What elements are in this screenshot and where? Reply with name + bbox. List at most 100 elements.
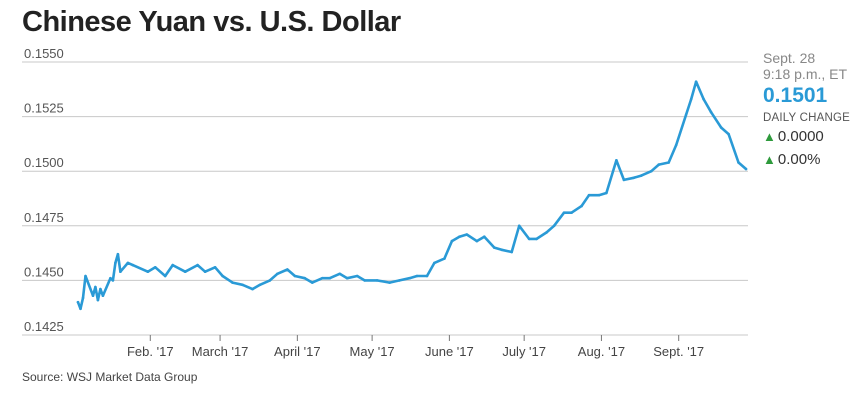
data-point (375, 279, 379, 282)
data-point (667, 161, 670, 164)
data-point (163, 274, 167, 278)
data-point (562, 211, 566, 214)
data-point (535, 237, 538, 241)
x-tick-label: Feb. '17 (127, 344, 174, 359)
data-point (221, 274, 224, 278)
data-point (328, 276, 332, 280)
data-point (91, 294, 95, 298)
data-point (126, 261, 130, 265)
data-point (321, 276, 324, 280)
data-point (527, 237, 531, 241)
data-point (213, 266, 217, 269)
data-point (116, 252, 120, 256)
data-point (84, 274, 87, 278)
x-tick-label: June '17 (425, 344, 474, 359)
data-point (552, 224, 556, 228)
latest-quote-panel: Sept. 28 9:18 p.m., ET 0.1501 DAILY CHAN… (763, 50, 863, 170)
data-point (81, 296, 85, 300)
data-point (570, 211, 573, 214)
data-point (493, 246, 496, 249)
y-tick-label: 0.1550 (24, 46, 64, 61)
change-percent-value: 0.00% (777, 151, 821, 168)
data-point (154, 266, 157, 269)
gridlines (22, 61, 748, 336)
data-point (475, 239, 479, 243)
data-point (597, 193, 601, 197)
data-point (171, 263, 174, 267)
data-point (650, 169, 653, 173)
data-point (657, 163, 661, 166)
data-point (640, 174, 643, 177)
data-point (443, 257, 446, 260)
data-point (719, 126, 723, 129)
data-point (293, 274, 297, 278)
y-tick-label: 0.1475 (24, 210, 64, 225)
data-point (398, 279, 401, 282)
data-point (258, 283, 262, 287)
data-point (744, 167, 748, 171)
data-point (408, 276, 411, 280)
data-point (674, 143, 678, 147)
quote-value: 0.1501 (763, 84, 828, 107)
data-point (231, 281, 234, 284)
y-tick-label: 0.1525 (24, 101, 64, 116)
data-point (694, 80, 698, 83)
data-point (96, 298, 100, 302)
data-point (286, 268, 289, 271)
data-point (517, 224, 521, 228)
data-point (737, 161, 740, 164)
data-point (587, 193, 591, 197)
data-point (203, 270, 207, 274)
x-tick-label: May '17 (350, 344, 395, 359)
chart-title: Chinese Yuan vs. U.S. Dollar (22, 6, 401, 38)
data-point (311, 281, 314, 284)
data-point (500, 248, 504, 252)
data-point (425, 274, 429, 278)
y-tick-label: 0.1425 (24, 319, 64, 334)
data-point (684, 113, 688, 116)
data-point (415, 274, 419, 278)
quote-date: Sept. 28 (763, 50, 816, 66)
data-point (114, 261, 117, 265)
data-point (345, 276, 349, 280)
data-point (605, 191, 608, 195)
y-tick-label: 0.1450 (24, 264, 64, 279)
data-point (276, 272, 279, 276)
data-point (338, 272, 342, 276)
data-point (363, 279, 366, 282)
up-triangle-icon: ▲ (763, 129, 776, 144)
change-absolute-value: 0.0000 (777, 128, 824, 145)
quote-time: 9:18 p.m., ET (763, 66, 848, 82)
data-point (465, 233, 469, 236)
data-point (76, 300, 80, 304)
data-point (632, 176, 636, 180)
data-point (119, 270, 122, 274)
data-point (702, 97, 705, 101)
data-point (109, 276, 112, 280)
daily-change-label: DAILY CHANGE (763, 112, 850, 124)
data-point (268, 279, 272, 282)
source-note: Source: WSJ Market Data Group (22, 370, 198, 384)
change-percent: ▲ 0.00% (763, 150, 863, 170)
x-axis: Feb. '17 March '17 April '17 May '17 June '1… (127, 335, 704, 359)
data-point (450, 239, 454, 243)
data-point (111, 279, 115, 282)
data-point (727, 132, 730, 136)
data-point (388, 281, 391, 284)
y-axis-labels: 0.1550 0.1525 0.1500 0.1475 0.1450 0.1425 (24, 46, 64, 334)
data-point (689, 97, 693, 101)
x-tick-label: April '17 (274, 344, 321, 359)
data-point (615, 159, 618, 162)
data-point (99, 287, 102, 291)
data-point (580, 204, 583, 208)
x-tick-label: Sept. '17 (653, 344, 704, 359)
x-tick-label: March '17 (192, 344, 249, 359)
up-triangle-icon: ▲ (763, 152, 776, 167)
change-absolute: ▲ 0.0000 (763, 127, 863, 147)
data-point (94, 285, 97, 289)
series-points (76, 80, 748, 311)
x-tick-label: Aug. '17 (578, 344, 625, 359)
series-line (76, 80, 748, 311)
data-point (709, 110, 713, 114)
